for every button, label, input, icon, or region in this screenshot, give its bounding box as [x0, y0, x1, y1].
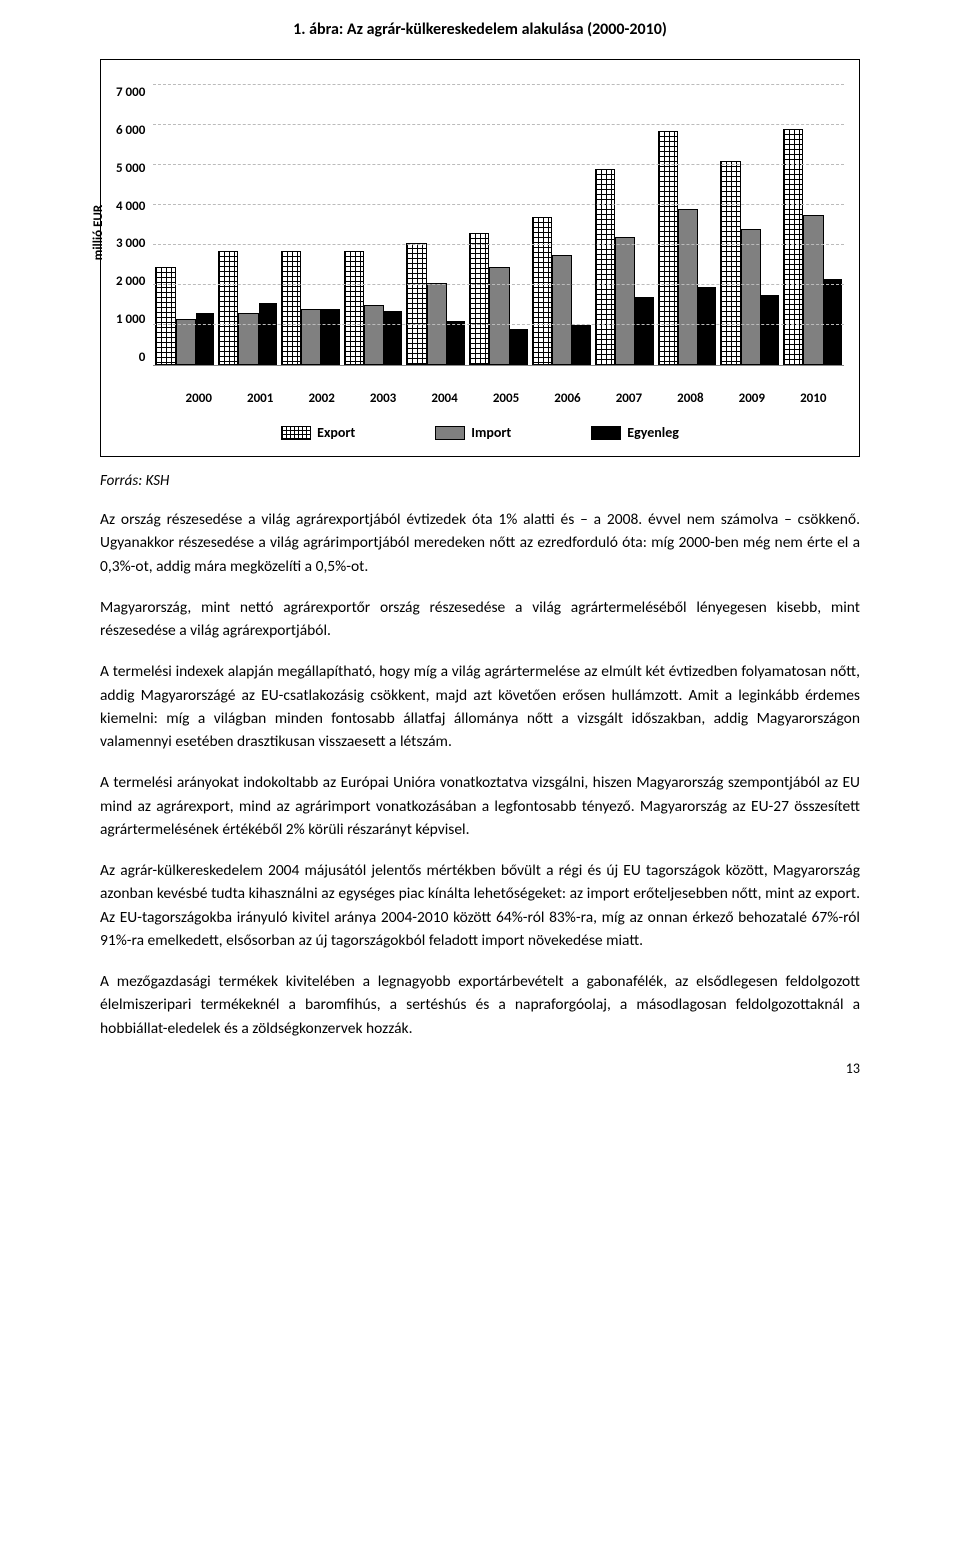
- paragraph: A termelési arányokat indokoltabb az Eur…: [100, 771, 860, 841]
- bar-import: [489, 267, 509, 365]
- paragraph: Az agrár-külkereskedelem 2004 májusától …: [100, 859, 860, 952]
- x-tick: 2008: [677, 391, 703, 406]
- year-group: [532, 217, 591, 365]
- gridline: [153, 284, 844, 285]
- bar-import: [364, 305, 384, 365]
- year-group: [406, 243, 465, 365]
- y-axis: 7 000 6 000 5 000 4 000 3 000 2 000 1 000 0: [116, 85, 153, 365]
- year-group: [658, 131, 717, 365]
- bar-export: [720, 161, 740, 365]
- year-group: [155, 267, 214, 365]
- y-axis-label: millió EUR: [91, 205, 106, 260]
- bar-import: [803, 215, 823, 365]
- bar-balance: [321, 309, 339, 365]
- gridline: [153, 164, 844, 165]
- plot-area: [153, 85, 844, 366]
- chart-source: Forrás: KSH: [100, 472, 860, 490]
- bar-import: [238, 313, 258, 365]
- year-group: [720, 161, 779, 365]
- x-tick: 2005: [493, 391, 519, 406]
- gridline: [153, 84, 844, 85]
- gridline: [153, 244, 844, 245]
- x-tick: 2006: [554, 391, 580, 406]
- year-group: [595, 169, 654, 365]
- x-tick: 2003: [370, 391, 396, 406]
- paragraph: A mezőgazdasági termékek kivitelében a l…: [100, 970, 860, 1040]
- x-tick: 2010: [800, 391, 826, 406]
- legend-swatch-import: [435, 426, 465, 440]
- bar-export: [658, 131, 678, 365]
- bar-export: [532, 217, 552, 365]
- chart-container: millió EUR 7 0006 0005 0004 0003 0002 00…: [100, 59, 860, 457]
- y-tick: 2 000: [116, 274, 145, 289]
- bar-balance: [447, 321, 465, 365]
- chart-title: 1. ábra: Az agrár-külkereskedelem alakul…: [100, 20, 860, 39]
- y-tick: 1 000: [116, 312, 145, 327]
- bar-export: [406, 243, 426, 365]
- bar-import: [176, 319, 196, 365]
- y-tick: 5 000: [116, 161, 145, 176]
- x-axis: 2000 2001 2002 2003 2004 2005 2006 2007 2008 2009…: [168, 391, 844, 406]
- legend-label-export: Export: [317, 424, 355, 441]
- bar-balance: [572, 325, 590, 365]
- x-tick: 2000: [186, 391, 212, 406]
- legend-swatch-export: [281, 426, 311, 440]
- bar-balance: [196, 313, 214, 365]
- bar-balance: [824, 279, 842, 365]
- paragraph: A termelési indexek alapján megállapítha…: [100, 660, 860, 753]
- x-tick: 2001: [247, 391, 273, 406]
- paragraph: Magyarország, mint nettó agrárexportőr o…: [100, 596, 860, 643]
- bar-export: [281, 251, 301, 365]
- y-tick: 4 000: [116, 199, 145, 214]
- x-tick: 2004: [431, 391, 457, 406]
- year-group: [344, 251, 403, 365]
- gridline: [153, 324, 844, 325]
- bar-export: [469, 233, 489, 365]
- page-number: 13: [100, 1060, 860, 1077]
- legend-balance: Egyenleg: [591, 424, 679, 441]
- y-tick: 0: [139, 350, 146, 365]
- bar-import: [301, 309, 321, 365]
- legend-import: Import: [435, 424, 511, 441]
- y-tick: 3 000: [116, 236, 145, 251]
- bar-balance: [384, 311, 402, 365]
- bars-row: [153, 85, 844, 365]
- bar-balance: [761, 295, 779, 365]
- bar-import: [552, 255, 572, 365]
- year-group: [218, 251, 277, 365]
- gridline: [153, 124, 844, 125]
- bar-import: [615, 237, 635, 365]
- legend-swatch-balance: [591, 426, 621, 440]
- bar-export: [344, 251, 364, 365]
- y-tick: 6 000: [116, 123, 145, 138]
- bar-balance: [635, 297, 653, 365]
- gridline: [153, 204, 844, 205]
- bar-export: [218, 251, 238, 365]
- year-group: [469, 233, 528, 365]
- y-tick: 7 000: [116, 85, 145, 100]
- bar-export: [595, 169, 615, 365]
- bar-import: [741, 229, 761, 365]
- bar-balance: [698, 287, 716, 365]
- paragraph: Az ország részesedése a világ agrárexpor…: [100, 508, 860, 578]
- legend-label-import: Import: [471, 424, 511, 441]
- chart-legend: Export Import Egyenleg: [116, 424, 844, 441]
- legend-label-balance: Egyenleg: [627, 424, 679, 441]
- year-group: [281, 251, 340, 365]
- bar-import: [678, 209, 698, 365]
- x-tick: 2002: [308, 391, 334, 406]
- bar-export: [155, 267, 175, 365]
- body-text: Az ország részesedése a világ agrárexpor…: [100, 508, 860, 1040]
- bar-balance: [259, 303, 277, 365]
- legend-export: Export: [281, 424, 355, 441]
- chart-area: millió EUR 7 0006 0005 0004 0003 0002 00…: [116, 85, 844, 385]
- x-tick: 2007: [616, 391, 642, 406]
- x-tick: 2009: [739, 391, 765, 406]
- bar-balance: [510, 329, 528, 365]
